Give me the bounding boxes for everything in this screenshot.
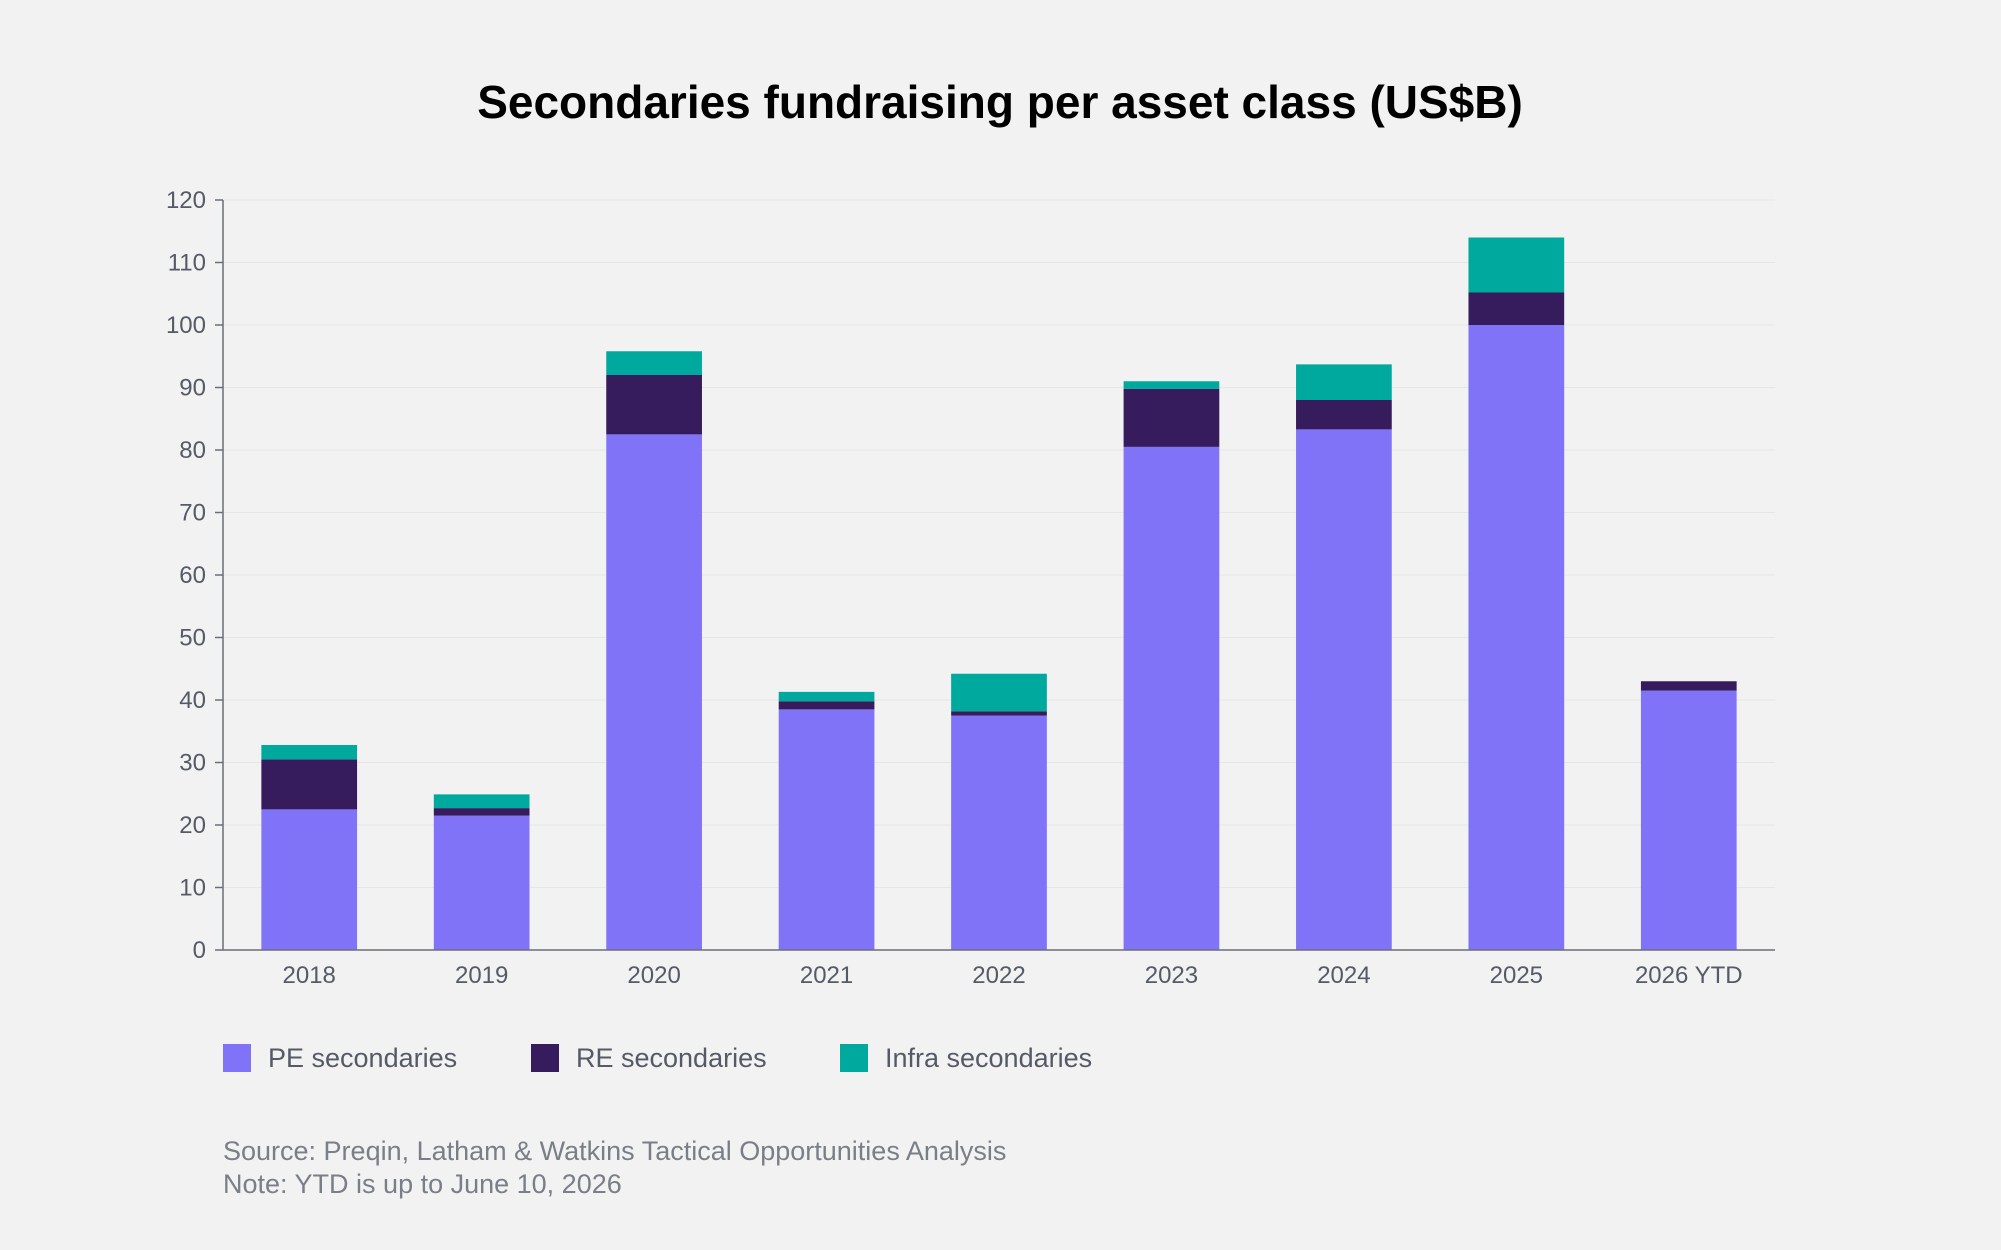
bar-re-2020 <box>606 375 702 435</box>
legend-label: RE secondaries <box>576 1043 767 1073</box>
y-tick-label: 70 <box>179 500 206 527</box>
bar-re-2026-ytd <box>1640 681 1737 691</box>
bar-pe-2019 <box>433 815 530 950</box>
y-tick-label: 0 <box>193 937 206 964</box>
y-tick-label: 80 <box>179 437 206 464</box>
y-tick-label: 110 <box>168 250 206 277</box>
chart-title: Secondaries fundraising per asset class … <box>477 76 1523 128</box>
bar-infra-2023 <box>1123 381 1220 389</box>
y-tick-label: 10 <box>179 875 206 902</box>
source-note: Source: Preqin, Latham & Watkins Tactica… <box>223 1136 1006 1166</box>
y-tick-label: 120 <box>166 187 206 214</box>
bar-re-2024 <box>1296 400 1392 430</box>
bar-re-2025 <box>1468 292 1565 325</box>
bar-pe-2018 <box>261 809 358 950</box>
y-tick-label: 20 <box>179 812 206 839</box>
bar-infra-2018 <box>261 745 358 760</box>
bar-pe-2024 <box>1296 429 1392 950</box>
x-tick-label: 2018 <box>283 962 336 989</box>
y-tick-label: 40 <box>179 687 206 714</box>
bar-infra-2022 <box>951 673 1047 712</box>
legend-swatch <box>531 1044 559 1072</box>
bar-infra-2020 <box>606 351 702 375</box>
bar-re-2021 <box>778 701 875 710</box>
legend-label: Infra secondaries <box>885 1043 1092 1073</box>
x-tick-label: 2026 YTD <box>1635 962 1743 989</box>
y-tick-label: 90 <box>179 375 206 402</box>
y-axis-ticks: 0 10 20 30 40 50 60 70 80 90 100 110 120 <box>166 187 223 964</box>
bar-infra-2025 <box>1468 237 1565 293</box>
x-axis-ticks: 2018 2019 2020 2021 2022 2023 2024 2025 2026 YTD <box>283 962 1743 989</box>
y-tick-label: 50 <box>179 625 206 652</box>
bar-pe-2026-ytd <box>1640 690 1737 950</box>
legend-label: PE secondaries <box>268 1043 457 1073</box>
bar-infra-2019 <box>433 794 530 809</box>
bar-re-2018 <box>261 759 358 810</box>
bar-re-2022 <box>951 711 1047 716</box>
legend: PE secondaries RE secondaries Infra second… <box>223 1043 1092 1073</box>
bar-re-2023 <box>1123 388 1220 447</box>
bar-pe-2020 <box>606 434 702 950</box>
ytd-note: Note: YTD is up to June 10, 2026 <box>223 1169 622 1199</box>
bar-re-2019 <box>433 808 530 816</box>
bar-pe-2023 <box>1123 446 1220 950</box>
y-tick-label: 60 <box>179 562 206 589</box>
bars <box>261 237 1737 950</box>
legend-swatch <box>223 1044 251 1072</box>
x-tick-label: 2022 <box>972 962 1025 989</box>
y-tick-label: 30 <box>179 750 206 777</box>
legend-swatch <box>840 1044 868 1072</box>
bar-pe-2025 <box>1468 325 1565 950</box>
bar-pe-2022 <box>951 715 1047 950</box>
x-tick-label: 2025 <box>1490 962 1543 989</box>
x-tick-label: 2023 <box>1145 962 1198 989</box>
bar-pe-2021 <box>778 709 875 950</box>
y-tick-label: 100 <box>166 312 206 339</box>
x-tick-label: 2019 <box>455 962 508 989</box>
bar-infra-2021 <box>778 691 875 702</box>
x-tick-label: 2020 <box>627 962 680 989</box>
x-tick-label: 2021 <box>800 962 853 989</box>
x-tick-label: 2024 <box>1317 962 1370 989</box>
bar-infra-2024 <box>1296 364 1392 400</box>
